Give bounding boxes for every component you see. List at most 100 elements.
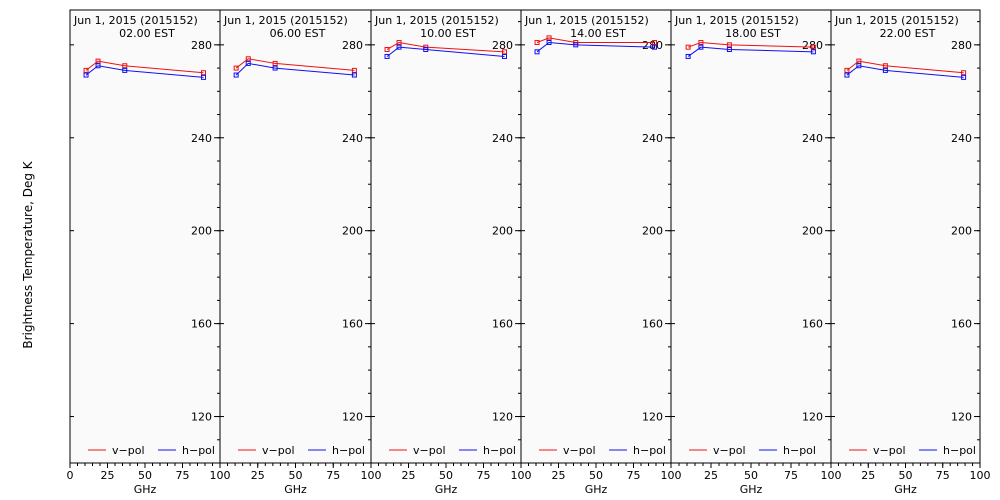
y-tick-label: 200	[642, 225, 663, 238]
panel-frame	[670, 9, 832, 464]
legend-label: h−pol	[332, 444, 365, 457]
legend-label: h−pol	[783, 444, 816, 457]
y-tick-label: 200	[342, 225, 363, 238]
series-line-v-pol	[846, 60, 964, 74]
data-point-v-pol	[810, 44, 816, 50]
data-point-h-pol	[201, 74, 206, 80]
panel-title-time: 18.00 EST	[725, 27, 781, 40]
data-point-v-pol	[396, 40, 402, 46]
series-line-h-pol	[386, 46, 505, 57]
y-tick-label: 240	[802, 132, 823, 145]
x-tick-label: 50	[744, 469, 758, 482]
data-point-v-pol	[534, 40, 540, 46]
data-point-v-pol	[882, 63, 888, 69]
data-point-h-pol	[573, 42, 579, 48]
series-line-h-pol	[536, 42, 655, 53]
data-point-h-pol	[272, 65, 278, 71]
x-tick-label: 50	[589, 469, 603, 482]
panel-title-date: Jun 1, 2015 (2015152)	[524, 14, 649, 27]
panel-title-date: Jun 1, 2015 (2015152)	[374, 14, 499, 27]
panel-title-date: Jun 1, 2015 (2015152)	[834, 14, 959, 27]
panel-title-time: 14.00 EST	[570, 27, 626, 40]
series-line-v-pol	[386, 41, 505, 53]
series-line-v-pol	[687, 42, 814, 48]
data-point-h-pol	[83, 72, 89, 78]
data-point-v-pol	[122, 63, 128, 69]
x-tick-label: 50	[439, 469, 453, 482]
data-point-v-pol	[961, 70, 967, 76]
x-tick-label: 50	[289, 469, 303, 482]
x-axis-label: GHz	[894, 483, 917, 496]
legend-label: v−pol	[112, 444, 145, 457]
data-point-h-pol	[685, 53, 691, 59]
y-tick-label: 200	[802, 225, 823, 238]
panel-1: Jun 1, 2015 (2015152)02.00 EST 120 160 200 2…	[67, 9, 231, 496]
data-point-v-pol	[546, 35, 552, 41]
data-point-h-pol	[351, 72, 357, 78]
data-point-h-pol	[245, 60, 251, 66]
y-tick-label: 120	[951, 411, 972, 424]
x-tick-label: 75	[936, 469, 950, 482]
y-tick-label: 160	[802, 318, 823, 331]
data-point-v-pol	[384, 46, 390, 52]
x-tick-label: 25	[402, 469, 416, 482]
x-axis-label: GHz	[134, 483, 157, 496]
y-tick-label: 120	[642, 411, 663, 424]
y-tick-label: 160	[191, 318, 212, 331]
legend-label: v−pol	[563, 444, 596, 457]
legend-label: v−pol	[413, 444, 446, 457]
series-line-v-pol	[536, 37, 655, 44]
data-point-v-pol	[201, 70, 206, 76]
legend-label: h−pol	[633, 444, 666, 457]
series-line-h-pol	[235, 62, 355, 76]
data-point-h-pol	[726, 46, 732, 52]
legend-label: h−pol	[483, 444, 516, 457]
data-point-v-pol	[856, 58, 862, 64]
x-axis-label: GHz	[435, 483, 458, 496]
series-line-h-pol	[687, 46, 814, 57]
x-tick-label: 75	[627, 469, 641, 482]
y-tick-label: 200	[492, 225, 513, 238]
y-tick-label: 240	[342, 132, 363, 145]
panel-title-time: 06.00 EST	[270, 27, 326, 40]
panel-title-time: 02.00 EST	[119, 27, 175, 40]
data-point-h-pol	[502, 53, 507, 59]
panel-title-date: Jun 1, 2015 (2015152)	[73, 14, 198, 27]
x-axis-label: GHz	[585, 483, 608, 496]
x-tick-label: 0	[67, 469, 74, 482]
series-line-v-pol	[235, 58, 355, 71]
y-tick-label: 240	[642, 132, 663, 145]
y-axis-label: Brightness Temperature, Deg K	[21, 160, 35, 348]
data-point-h-pol	[423, 46, 429, 52]
panel-5: Jun 1, 2015 (2015152)18.00 EST 120 160 200 2…	[670, 9, 842, 496]
data-point-v-pol	[83, 67, 89, 73]
data-point-v-pol	[698, 40, 704, 46]
data-point-v-pol	[502, 49, 507, 55]
panel-6: Jun 1, 2015 (2015152)22.00 EST 120 160 200 2…	[830, 9, 991, 496]
data-point-v-pol	[351, 67, 357, 73]
data-point-h-pol	[652, 44, 657, 50]
y-tick-label: 120	[191, 411, 212, 424]
chart-panels: Jun 1, 2015 (2015152)02.00 EST1201602002…	[67, 9, 991, 496]
data-point-h-pol	[396, 44, 402, 50]
legend-label: v−pol	[873, 444, 906, 457]
data-point-h-pol	[882, 67, 888, 73]
data-point-v-pol	[652, 40, 657, 46]
data-point-h-pol	[810, 49, 816, 55]
data-point-v-pol	[233, 65, 239, 71]
y-tick-label: 200	[191, 225, 212, 238]
panel-frame	[370, 9, 522, 464]
x-tick-label: 75	[326, 469, 340, 482]
y-tick-label: 280	[951, 39, 972, 52]
x-tick-label: 75	[784, 469, 798, 482]
data-point-h-pol	[698, 44, 704, 50]
y-tick-label: 280	[492, 39, 513, 52]
x-tick-label: 100	[821, 469, 842, 482]
x-tick-label: 100	[970, 469, 991, 482]
x-tick-label: 50	[899, 469, 913, 482]
panel-title-date: Jun 1, 2015 (2015152)	[674, 14, 799, 27]
data-point-h-pol	[122, 67, 128, 73]
data-point-h-pol	[95, 63, 101, 69]
panel-frame	[219, 9, 372, 464]
x-tick-label: 100	[361, 469, 382, 482]
